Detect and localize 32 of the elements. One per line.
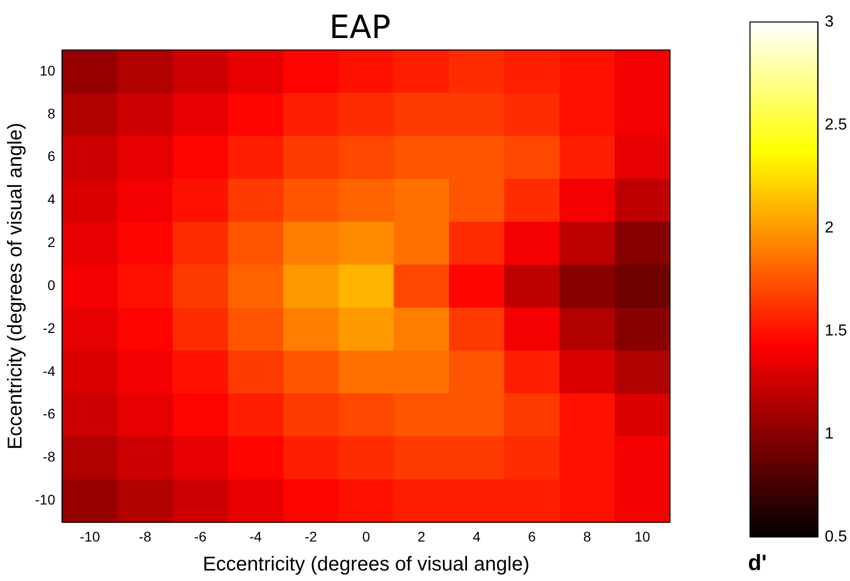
y-tick-label: -10 xyxy=(35,492,56,508)
x-tick-label: -8 xyxy=(138,528,152,544)
y-tick-label: 4 xyxy=(47,191,56,208)
y-axis-title: Eccentricity (degrees of visual angle) xyxy=(4,122,27,450)
y-tick-label: 8 xyxy=(47,105,56,122)
x-tick-label: 8 xyxy=(583,528,592,544)
y-tick-label: 0 xyxy=(47,276,56,293)
y-tick-label: -6 xyxy=(42,406,56,422)
y-tick-label: -2 xyxy=(42,320,56,336)
x-tick-label: -2 xyxy=(304,528,318,544)
x-tick-label: 4 xyxy=(472,528,481,544)
x-tick-label: 6 xyxy=(528,528,536,544)
x-axis-title: Eccentricity (degrees of visual angle) xyxy=(202,554,530,576)
y-tick-label: -4 xyxy=(42,362,56,379)
y-tick-label: 10 xyxy=(40,62,56,78)
color-bar-label: 2.5 xyxy=(824,116,848,134)
x-tick-label: 10 xyxy=(634,528,650,544)
y-tick-label: 2 xyxy=(47,234,56,250)
chart-title: EAP xyxy=(328,8,392,46)
color-bar-label: 1 xyxy=(824,425,834,442)
color-bar-label: 2 xyxy=(824,219,834,236)
color-bar-label: 1.5 xyxy=(824,322,848,340)
color-bar-title: d' xyxy=(748,550,767,576)
x-tick-label: 2 xyxy=(417,528,426,544)
color-bar-label: 0.5 xyxy=(824,528,848,546)
x-tick-label: -10 xyxy=(80,528,100,544)
x-tick-label: 0 xyxy=(362,528,370,544)
y-tick-label: -8 xyxy=(42,448,56,465)
x-tick-label: -6 xyxy=(194,528,207,544)
x-tick-label: -4 xyxy=(249,528,262,544)
y-tick-label: 6 xyxy=(47,148,56,164)
color-bar-label: 3 xyxy=(824,13,834,30)
